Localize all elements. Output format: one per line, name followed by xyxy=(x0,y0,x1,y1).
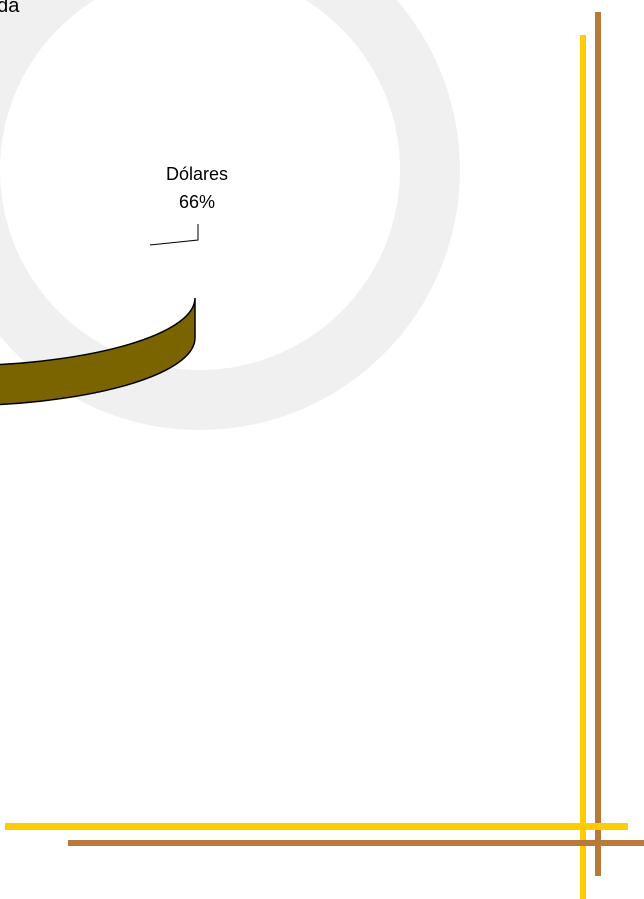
pie xyxy=(0,297,196,406)
border-line xyxy=(68,840,644,846)
chart-title: eda xyxy=(0,0,20,17)
slice-value-label: 66% xyxy=(179,192,215,212)
border-line xyxy=(595,12,601,876)
watermark xyxy=(0,0,460,430)
pie-slice-side xyxy=(0,297,196,406)
border-line xyxy=(580,35,586,899)
slice-label: Dólares xyxy=(166,164,228,184)
leader-line xyxy=(149,224,199,246)
border-line xyxy=(5,823,628,830)
